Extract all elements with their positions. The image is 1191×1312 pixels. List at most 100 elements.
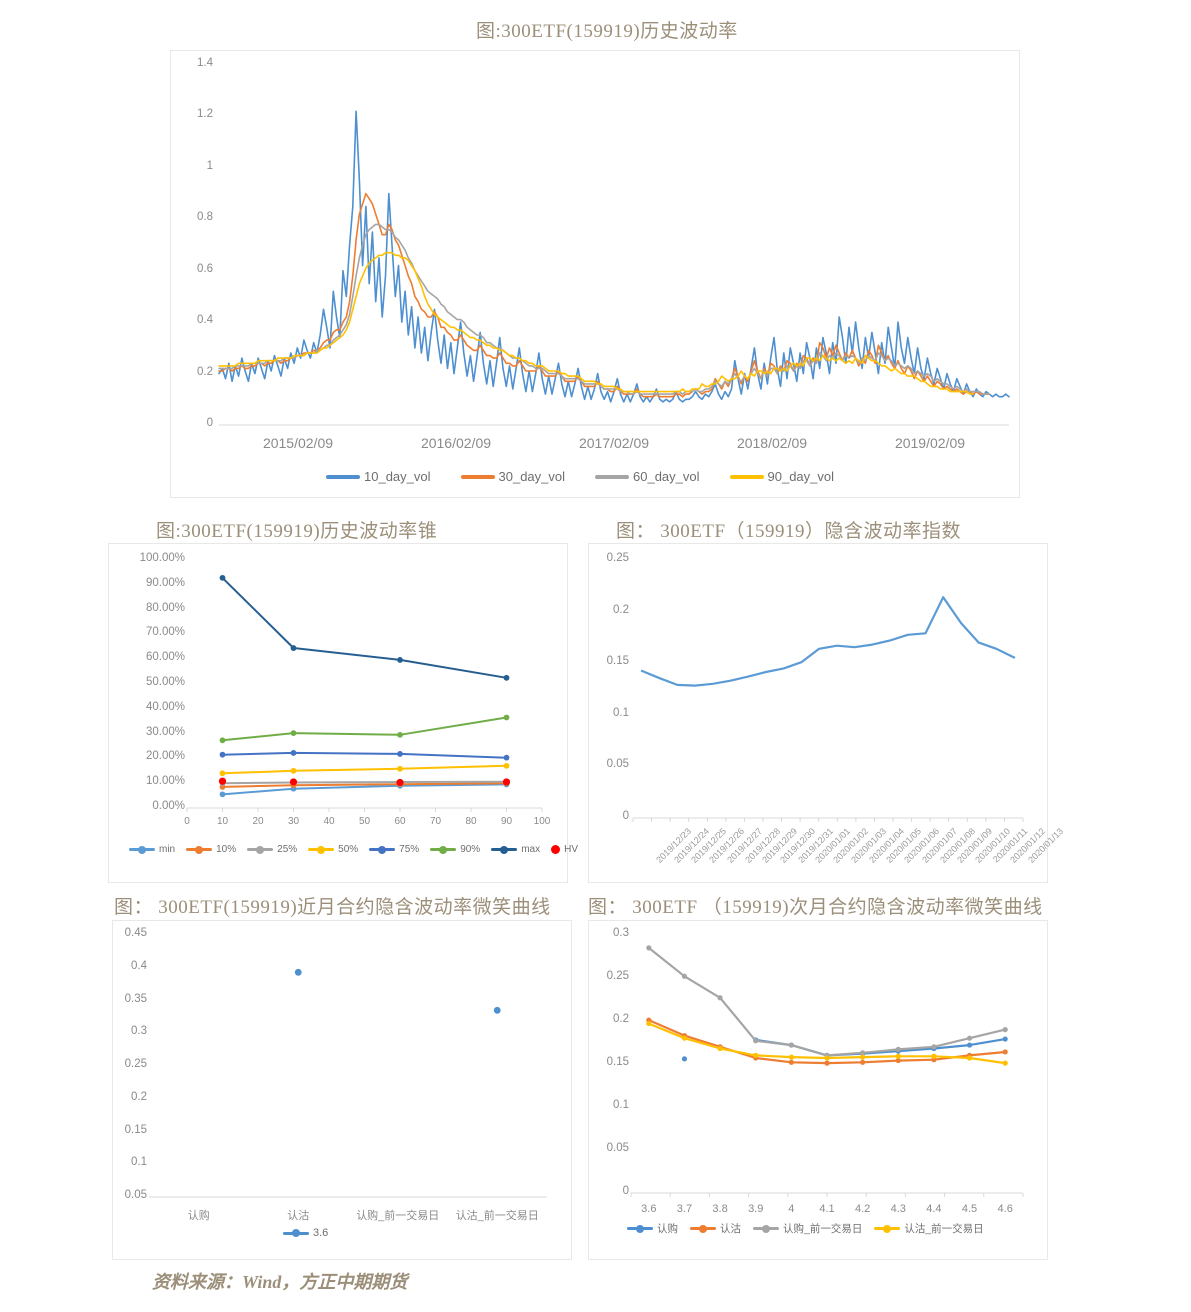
y-tick-label: 20.00% [145,750,185,763]
x-tick-label: 3.9 [748,1203,764,1215]
y-tick-label: 0.25 [606,970,629,982]
series-marker [931,1053,937,1059]
x-tick-label: 40 [323,816,335,827]
plot-area-vol-cone [186,560,543,812]
legend-swatch-icon [627,1224,653,1233]
y-tick-label: 30.00% [145,725,185,738]
legend-item[interactable]: 50% [308,844,358,855]
x-tick-label: 0 [184,816,190,827]
legend-item[interactable]: HV [551,844,578,855]
legend-item[interactable]: 75% [369,844,419,855]
y-tick-label: 0.8 [197,211,213,224]
legend-item[interactable]: 10% [186,844,236,855]
legend-swatch-icon [283,1229,309,1237]
x-tick-label: 4.6 [997,1203,1013,1215]
legend-label: 50% [338,844,359,855]
series-marker [294,968,302,976]
legend-vol-cone: min 10% 25% 50% 75% 90% max HV [129,844,578,855]
series-line [218,223,991,395]
series-marker [289,778,298,786]
x-tick-label: 3.8 [712,1203,728,1215]
series-marker [1002,1027,1008,1033]
series-marker [1002,1049,1008,1055]
legend-item[interactable]: 认购 [627,1221,678,1236]
legend-item[interactable]: min [129,844,175,855]
series-line [221,783,508,796]
series-line [754,1038,1007,1057]
series-marker [895,1057,901,1064]
series-marker [753,1038,759,1044]
legend-label: 90% [460,844,481,855]
x-tick-label: 4.3 [890,1203,906,1215]
y-tick-label: 0.3 [613,927,629,939]
legend-swatch-icon [326,474,360,479]
legend-item[interactable]: max [491,844,540,855]
y-tick-label: 100.00% [139,552,185,564]
legend-item[interactable]: 3.6 [283,1227,328,1239]
legend-label: 认购 [657,1223,678,1235]
y-tick-label: 0.2 [197,365,213,378]
legend-item[interactable]: 认沽_前一交易日 [874,1221,984,1236]
series-marker [860,1054,866,1060]
chart-panel-smile-next: 0 0.05 0.1 0.15 0.2 0.25 0.3 3.6 3.7 3.8 3.9 4 4.1 4… [588,920,1048,1260]
legend-item[interactable]: 认购_前一交易日 [753,1221,862,1236]
x-tick-label: 70 [429,816,442,827]
chart-panel-vol-cone: 0.00% 10.00% 20.00% 30.00% 40.00% 50.00% 60.00… [108,543,578,883]
series-marker [646,1020,652,1027]
series-marker [290,750,297,756]
legend-item[interactable]: 25% [247,844,297,855]
series-marker [895,1046,901,1052]
legend-swatch-icon [753,1224,779,1233]
series-marker [966,1035,973,1041]
legend-swatch-icon [186,845,213,854]
x-tick-label: 4.2 [854,1203,871,1215]
y-tick-label: 0.2 [613,1013,629,1025]
series-marker [717,1045,723,1052]
legend-swatch-icon [369,845,396,854]
legend-item[interactable]: 60_day_vol [595,469,700,484]
legend-swatch-icon [729,474,764,479]
chart-svg [218,110,1010,426]
plot-area-hist-vol [218,65,1010,426]
chart-title-smile-near: 图： 300ETF(159919)近月合约隐含波动率微笑曲线 [114,897,551,918]
series-line [221,576,508,679]
y-tick-label: 0.45 [124,927,147,939]
y-tick-label: 40.00% [145,700,185,713]
series-marker [1002,1060,1008,1066]
legend-label: max [521,844,541,855]
y-tick-label: 10.00% [145,775,185,788]
y-tick-label: 0.05 [606,758,629,771]
y-tick-label: 0.05 [124,1189,147,1201]
legend-swatch-icon [308,845,335,854]
series-line [218,110,1010,403]
legend-item[interactable]: 90% [430,844,480,855]
series-line [221,716,508,742]
x-tick-label: 80 [465,816,477,827]
legend-item[interactable]: 10_day_vol [326,469,431,484]
series-marker [397,751,403,757]
chart-panel-iv-index: 0 0.05 0.1 0.15 0.2 0.25 2019/12/23 2019/12/24… [588,543,1065,883]
x-tick-label: 4 [788,1203,795,1215]
series-line [221,780,508,785]
y-tick-label: 0.4 [197,314,213,327]
series-marker [290,645,297,651]
x-tick-label: 2017/02/09 [578,435,650,451]
x-category-label: 认购_前一交易日 [356,1210,440,1222]
legend-item[interactable]: 认沽 [690,1221,741,1236]
series-marker [1002,1036,1008,1042]
series-marker [788,1042,794,1048]
series-marker [502,778,511,786]
legend-item[interactable]: 90_day_vol [729,469,834,484]
series-marker [219,737,226,744]
legend-item[interactable]: 30_day_vol [460,469,565,484]
legend-swatch-icon [690,1224,716,1233]
legend-label: 10% [216,844,237,855]
series-line [218,251,974,395]
chart-svg [632,596,1024,822]
legend-label: 认沽_前一交易日 [904,1223,984,1235]
x-category-label: 认沽 [287,1210,310,1222]
series-marker [503,762,510,769]
series-marker [646,945,652,951]
series-marker [681,973,688,979]
legend-swatch-icon [129,845,155,854]
